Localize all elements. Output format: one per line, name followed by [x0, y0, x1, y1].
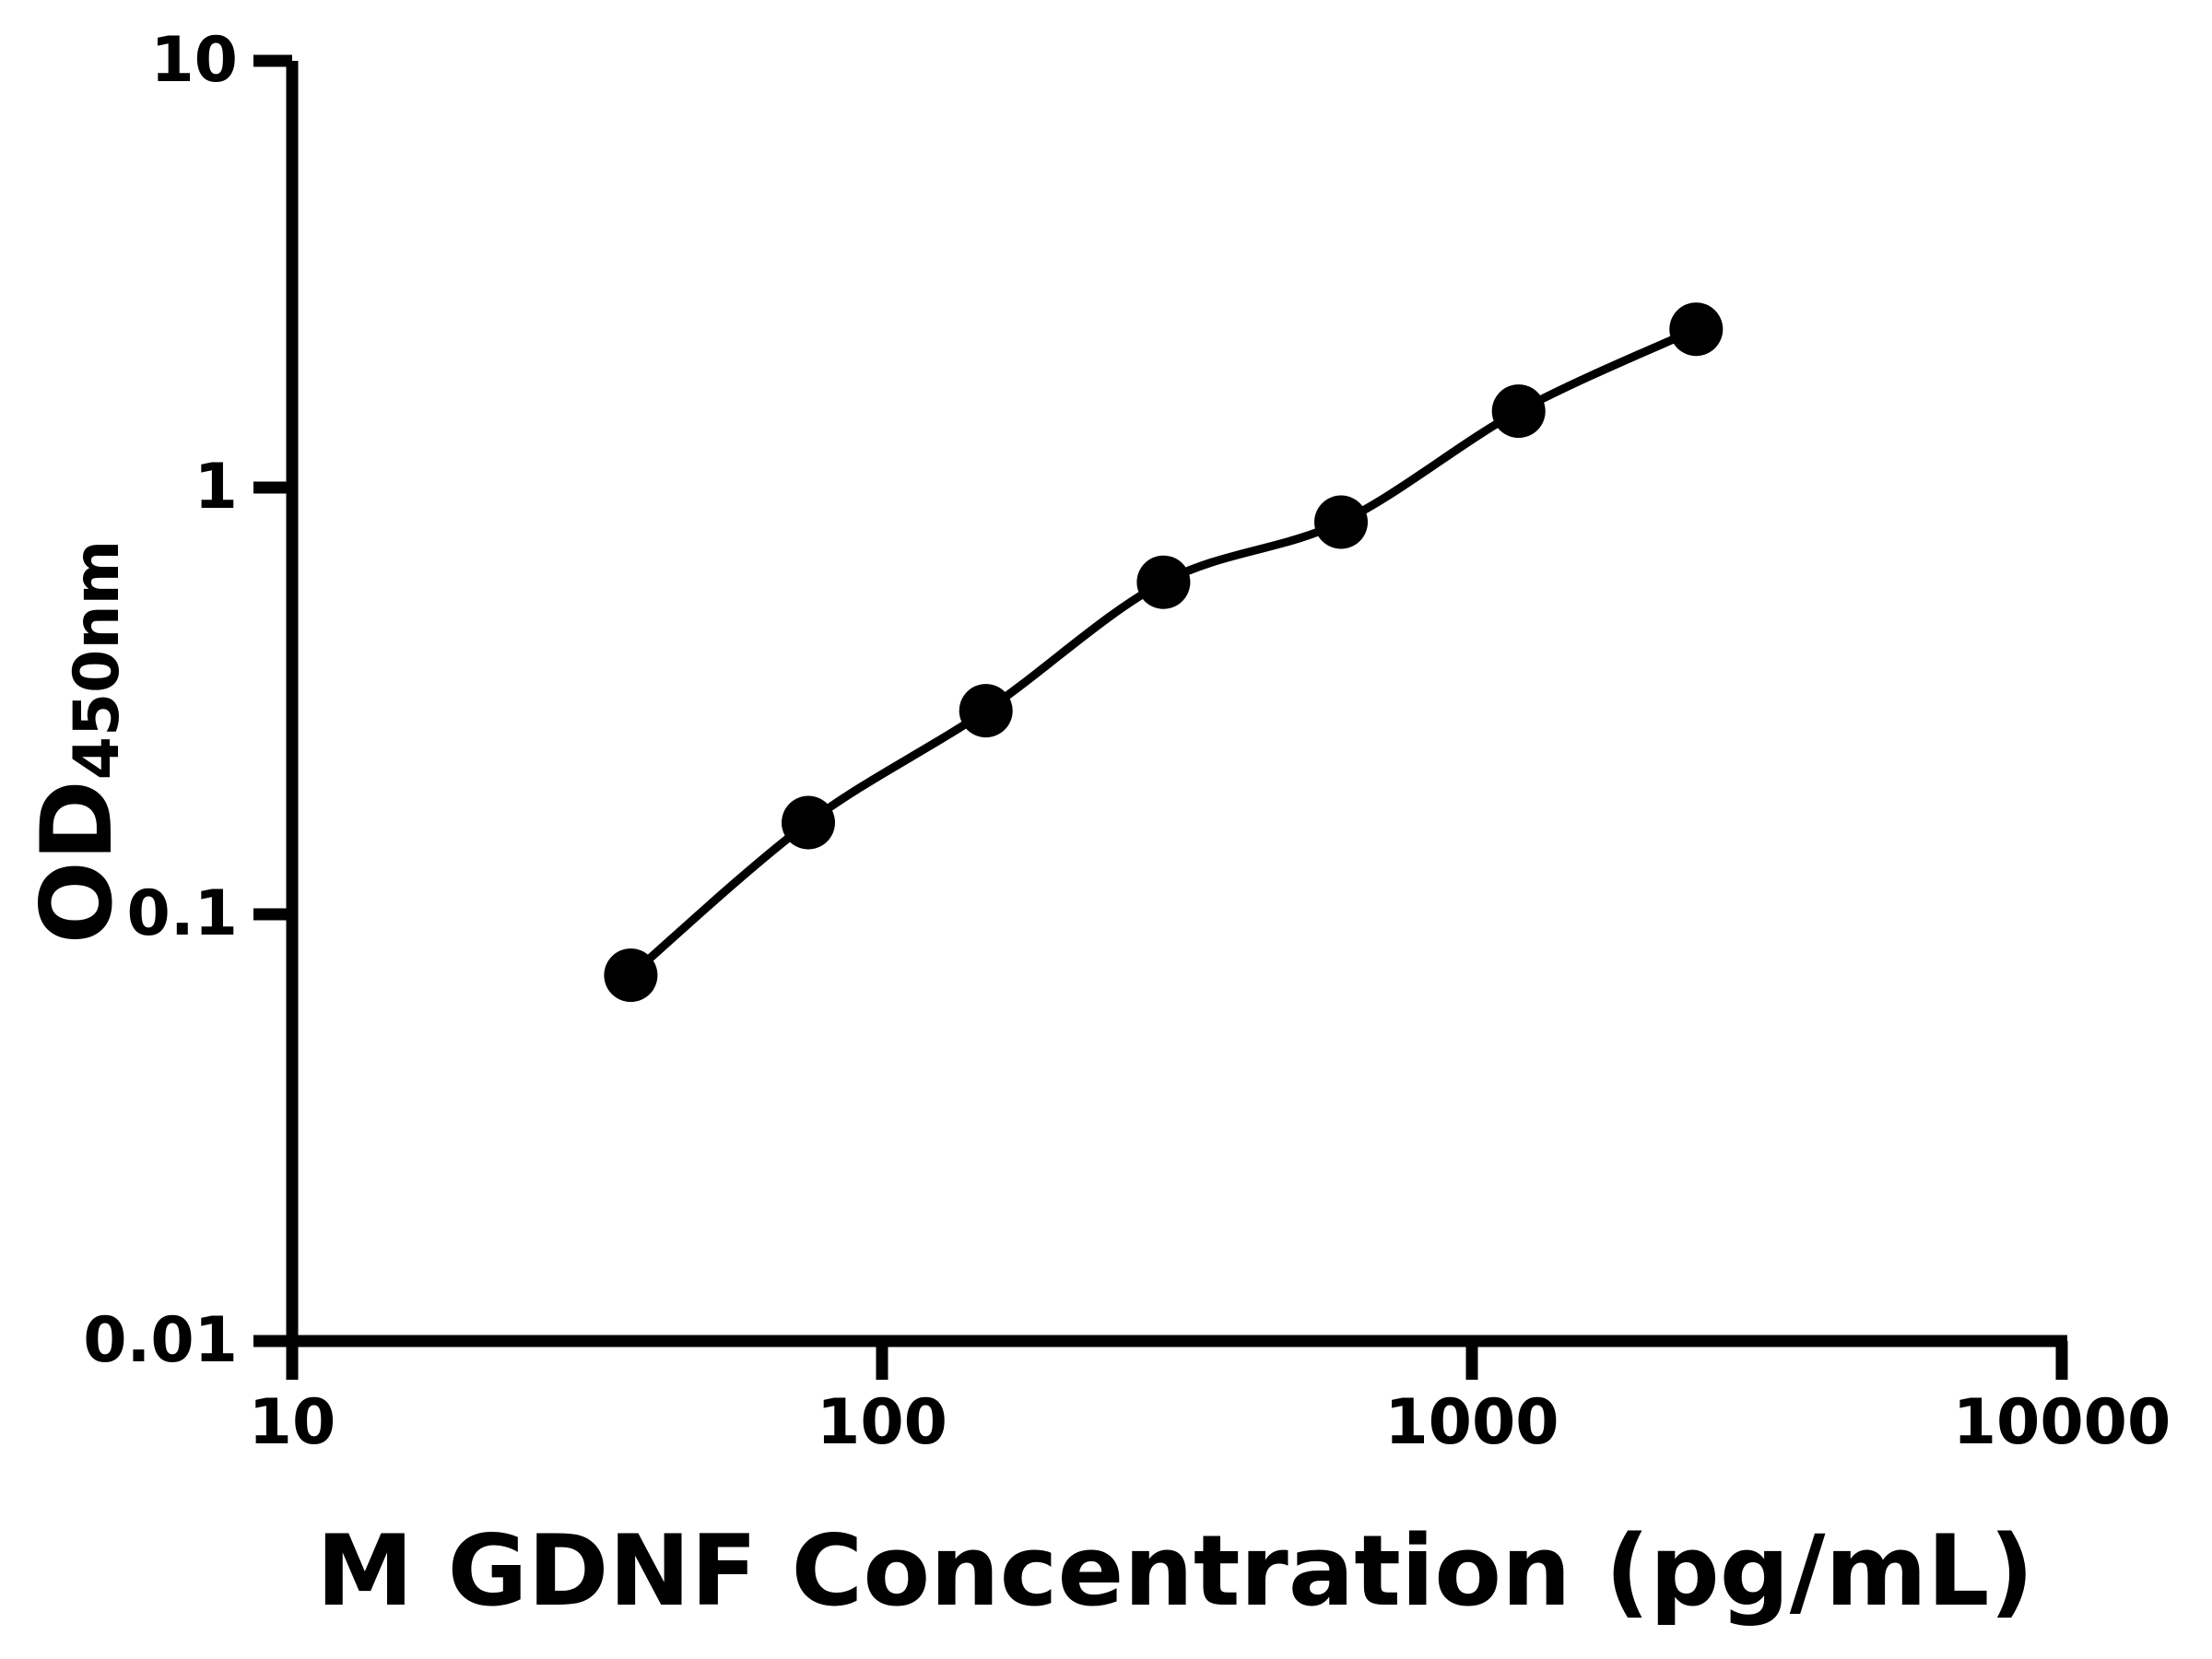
- y-axis-title-subscript: 450nm: [60, 539, 134, 781]
- y-axis-title-main: OD: [20, 780, 134, 945]
- data-point: [1136, 555, 1191, 609]
- y-tick-label: 0.1: [126, 877, 238, 950]
- y-tick-label: 1: [194, 451, 238, 524]
- y-tick-label: 0.01: [83, 1304, 238, 1377]
- y-tick-label: 10: [150, 24, 238, 97]
- data-point: [1669, 302, 1724, 357]
- data-point: [1314, 495, 1368, 549]
- data-point: [1491, 384, 1546, 439]
- data-point: [604, 948, 658, 1003]
- axes-and-ticks: [253, 54, 2068, 1380]
- x-axis-title: M GDNF Concentration (pg/mL): [316, 1514, 2034, 1628]
- y-axis-title: OD450nm: [20, 540, 134, 945]
- x-tick-label: 100: [817, 1386, 947, 1459]
- x-tick-label: 1000: [1384, 1386, 1559, 1459]
- data-point: [959, 684, 1013, 738]
- data-point: [782, 795, 835, 850]
- x-tick-label: 10000: [1952, 1386, 2171, 1459]
- x-tick-label: 10: [248, 1386, 336, 1459]
